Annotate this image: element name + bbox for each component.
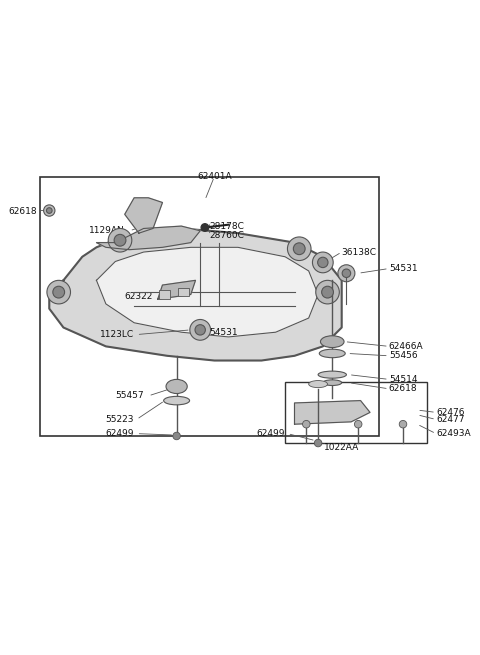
Ellipse shape <box>166 379 187 394</box>
Circle shape <box>338 265 355 282</box>
Circle shape <box>288 237 311 261</box>
Text: 1022AA: 1022AA <box>324 443 360 452</box>
Text: 1129AN: 1129AN <box>89 227 125 235</box>
Text: 28760C: 28760C <box>210 231 244 240</box>
Ellipse shape <box>318 371 347 378</box>
Text: 62322: 62322 <box>125 292 153 301</box>
Text: 62466A: 62466A <box>389 342 423 351</box>
Circle shape <box>322 286 334 298</box>
Bar <box>159 290 170 299</box>
Bar <box>178 288 189 296</box>
Text: 62499: 62499 <box>106 429 134 438</box>
Circle shape <box>195 325 205 335</box>
Circle shape <box>108 229 132 252</box>
Circle shape <box>399 421 407 428</box>
Circle shape <box>318 257 328 268</box>
Polygon shape <box>96 248 318 337</box>
Ellipse shape <box>309 381 327 388</box>
Circle shape <box>342 269 351 278</box>
Text: 55457: 55457 <box>115 392 144 400</box>
Circle shape <box>312 252 333 272</box>
Bar <box>40 177 379 436</box>
Ellipse shape <box>321 336 344 348</box>
Circle shape <box>302 421 310 428</box>
Text: 1123LC: 1123LC <box>100 330 134 339</box>
Polygon shape <box>125 198 162 233</box>
Polygon shape <box>96 226 200 250</box>
Circle shape <box>53 286 65 298</box>
Text: 62618: 62618 <box>389 384 418 393</box>
Ellipse shape <box>319 349 345 358</box>
Text: 62477: 62477 <box>436 415 465 424</box>
Text: 54531: 54531 <box>389 264 418 273</box>
Circle shape <box>44 205 55 216</box>
Ellipse shape <box>164 396 190 405</box>
Bar <box>285 382 427 443</box>
Circle shape <box>201 224 209 231</box>
Circle shape <box>293 243 305 255</box>
Polygon shape <box>295 401 370 424</box>
Text: 62499: 62499 <box>257 429 285 438</box>
Text: 36138C: 36138C <box>342 248 377 257</box>
Circle shape <box>354 421 362 428</box>
Text: 62476: 62476 <box>436 408 465 417</box>
Circle shape <box>47 280 71 304</box>
Text: 55456: 55456 <box>389 351 418 360</box>
Text: 54531: 54531 <box>210 328 238 337</box>
Text: 28178C: 28178C <box>210 221 244 231</box>
Ellipse shape <box>323 380 342 386</box>
Text: 62401A: 62401A <box>197 172 232 181</box>
Text: 55223: 55223 <box>106 415 134 424</box>
Circle shape <box>114 234 126 246</box>
Polygon shape <box>49 229 342 360</box>
Circle shape <box>173 432 180 440</box>
Circle shape <box>314 440 322 447</box>
Text: 62493A: 62493A <box>436 429 471 438</box>
Circle shape <box>47 208 52 214</box>
Text: 62618: 62618 <box>9 208 37 216</box>
Circle shape <box>190 320 211 340</box>
Circle shape <box>316 280 339 304</box>
Polygon shape <box>158 280 195 299</box>
Text: 54514: 54514 <box>389 375 417 384</box>
